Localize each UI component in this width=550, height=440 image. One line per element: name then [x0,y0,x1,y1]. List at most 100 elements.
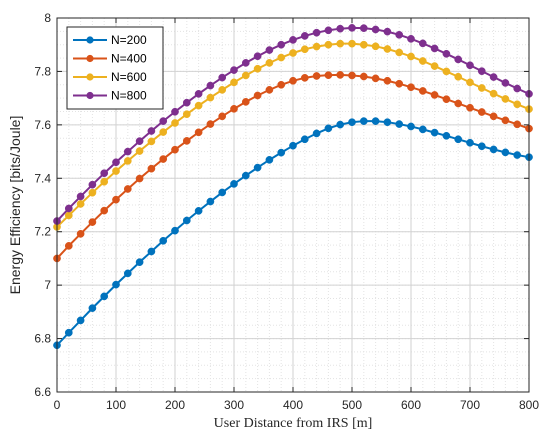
x-tick-label: 500 [342,398,362,412]
x-tick-label: 800 [519,398,539,412]
ticks: 0 100 200 300 400 500 600 700 800 6.6 6.8 7 7.2 7.4 7.… [34,11,539,412]
data-point [194,101,203,110]
data-point [300,135,309,144]
data-point [241,59,250,67]
data-point [324,124,333,133]
data-point [112,280,120,289]
data-point [312,129,321,138]
legend-swatch-marker [86,36,94,44]
legend: N=200 N=400 N=600 N=800 [66,26,164,110]
data-point [348,39,356,48]
data-point [407,52,415,61]
data-point [407,122,415,131]
data-point [324,71,333,80]
data-point [348,118,356,127]
data-point [430,91,439,99]
data-point [454,55,463,64]
data-point [289,76,297,85]
data-point [359,117,368,125]
data-point [454,135,463,144]
data-point [312,42,321,51]
x-tick-label: 100 [106,398,126,412]
data-point [147,164,156,173]
data-point [171,226,179,235]
data-point [395,79,404,88]
data-point [454,99,463,108]
data-point [383,45,392,53]
legend-swatch-marker [86,54,94,63]
data-point [76,316,85,325]
legend-swatch-marker [86,91,94,100]
legend-label: N=400 [111,52,147,66]
data-point [194,128,203,137]
data-point [159,128,168,136]
data-point [230,66,238,74]
data-point [230,78,238,87]
legend-label: N=200 [111,33,147,47]
data-point [88,218,97,226]
data-point [230,180,238,188]
x-tick-label: 0 [54,398,61,412]
data-point [442,49,451,58]
data-point [513,151,522,159]
data-point [218,188,227,197]
data-point [253,64,262,73]
data-point [383,118,392,127]
data-point [501,95,510,103]
data-point [159,236,168,245]
x-tick-label: 300 [224,398,244,412]
data-point [123,147,132,156]
data-point [324,26,333,35]
data-point [206,197,215,206]
data-point [182,110,191,119]
data-point [194,90,203,98]
y-tick-label: 8 [44,11,51,25]
data-point [395,30,404,39]
data-point [265,86,274,94]
data-point [159,117,168,125]
data-point [147,137,156,146]
data-point [265,46,274,54]
data-point [76,230,85,238]
series-n-200 [53,117,533,350]
data-point [336,24,345,33]
y-tick-label: 7.2 [34,225,51,239]
data-point [383,76,392,85]
data-point [312,28,321,37]
data-point [430,62,439,70]
data-point [64,211,73,220]
x-tick-label: 600 [401,398,421,412]
data-point [253,163,262,172]
data-point [135,174,144,183]
y-tick-label: 7.6 [34,118,51,132]
data-point [383,27,392,36]
data-point [64,204,73,213]
series-n-600 [53,39,533,231]
data-point [277,53,286,62]
data-point [76,192,85,201]
data-point [466,78,474,87]
data-point [359,40,368,49]
data-point [241,98,250,106]
legend-swatch-marker [86,73,94,81]
data-point [171,145,179,154]
data-point [241,171,250,180]
data-point [277,40,286,49]
data-point [300,45,309,54]
data-point [513,100,522,109]
data-point [336,39,345,48]
data-point [100,177,109,186]
data-point [123,185,132,193]
data-point [289,36,297,44]
data-point [289,49,297,57]
data-point [253,91,262,100]
data-point [64,328,73,337]
data-point [277,80,286,89]
x-tick-label: 700 [460,398,480,412]
data-point [182,98,191,107]
data-point [407,83,415,92]
data-point [371,74,380,83]
data-point [418,125,427,134]
x-tick-label: 400 [283,398,303,412]
